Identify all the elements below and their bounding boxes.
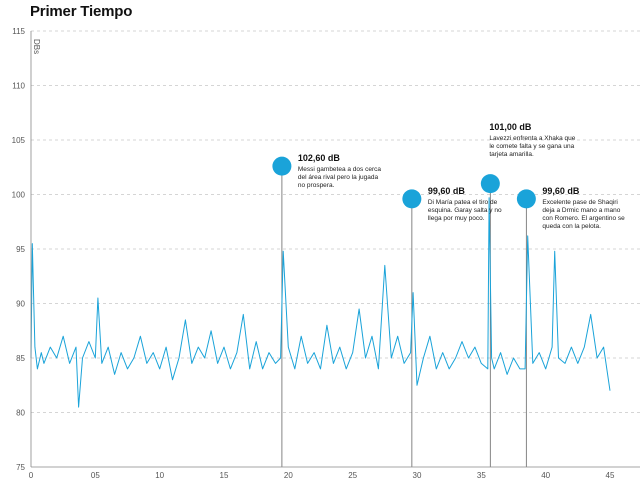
annotation-value: 99,60 dB — [427, 185, 465, 196]
y-tick-label-115: 115 — [12, 27, 25, 36]
axes — [30, 31, 640, 468]
x-tick-label-5: 05 — [91, 471, 100, 480]
x-tick-label-25: 25 — [348, 471, 357, 480]
annotation-marker-2 — [480, 174, 500, 194]
x-tick-label-0: 0 — [29, 471, 34, 480]
x-tick-label-15: 15 — [220, 471, 229, 480]
annotation-marker-0 — [272, 156, 292, 176]
y-tick-label-100: 100 — [12, 191, 26, 200]
series-lines — [30, 197, 611, 408]
annotation-value: 101,00 dB — [489, 121, 532, 132]
y-tick-label-110: 110 — [12, 82, 25, 91]
x-axis-ticks: 0 05 10 15 20 25 30 35 40 45 — [29, 471, 615, 480]
y-tick-label-80: 80 — [16, 409, 25, 418]
annotation-text: Excelente pase de Shaqiri deja a Drmic m… — [542, 198, 625, 230]
y-tick-label-85: 85 — [16, 354, 25, 363]
y-tick-label-75: 75 — [16, 463, 25, 472]
chart-title: Primer Tiempo — [30, 3, 133, 20]
annotation-markers — [272, 156, 536, 209]
annotation-0: 102,60 dB Messi gambetea a dos cerca del … — [298, 153, 384, 190]
annotation-marker-3 — [516, 189, 536, 209]
x-tick-label-35: 35 — [477, 471, 486, 480]
x-tick-label-30: 30 — [413, 471, 422, 480]
annotation-value: 102,60 dB — [297, 153, 340, 164]
annotation-marker-1 — [402, 189, 422, 209]
x-tick-label-20: 20 — [284, 471, 293, 480]
x-tick-label-45: 45 — [606, 471, 615, 480]
annotation-text: Messi gambetea a dos cerca del área riva… — [297, 166, 381, 190]
annotation-text: Di María patea el tiro de esquina. Garay… — [427, 198, 502, 222]
annotation-value: 99,60 dB — [542, 185, 580, 196]
annotation-3: 99,60 dB Excelente pase de Shaqiri deja a… — [542, 186, 628, 231]
x-tick-label-10: 10 — [155, 471, 164, 480]
annotation-2: 101,00 dB Lavezzi enfrenta a Xhaka que le… — [489, 122, 575, 159]
y-axis-ticks: 75 80 85 90 95 100 105 110 115 — [12, 27, 26, 472]
annotation-text: Lavezzi enfrenta a Xhaka que le comete f… — [489, 134, 576, 158]
y-axis-label: DBs — [32, 39, 41, 54]
series-line-0 — [30, 197, 611, 408]
y-tick-label-105: 105 — [12, 136, 26, 145]
y-tick-label-90: 90 — [16, 300, 25, 309]
x-tick-label-40: 40 — [541, 471, 550, 480]
y-tick-label-95: 95 — [16, 245, 25, 254]
annotation-1: 99,60 dB Di María patea el tiro de esquin… — [428, 186, 514, 223]
